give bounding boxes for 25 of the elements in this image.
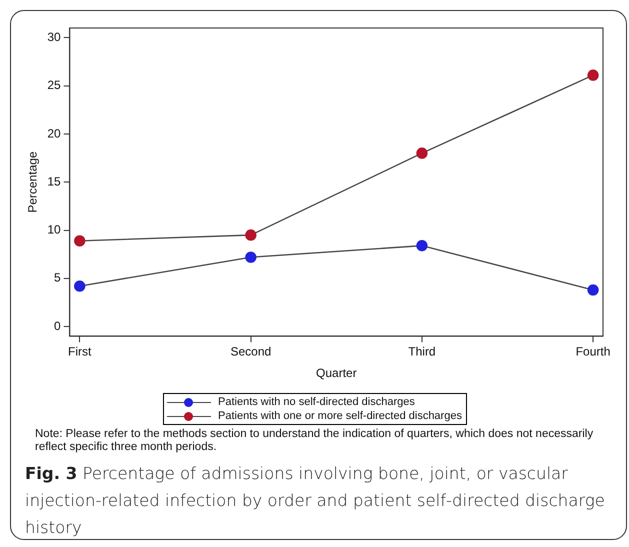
legend-label: Patients with one or more self-directed discharges	[218, 410, 462, 422]
y-tick-label: 5	[54, 270, 62, 285]
y-tick-label: 20	[47, 126, 62, 140]
y-axis-title: Percentage	[26, 151, 40, 213]
x-tick-label: Third	[408, 344, 436, 359]
x-axis-title: Quarter	[316, 366, 357, 380]
point	[587, 70, 599, 81]
y-tick-label: 25	[47, 78, 62, 92]
point	[416, 148, 428, 159]
text: Note: Please refer to the methods section to understand the indication of quarters, which does not necessarily reflect specific three month periods.	[35, 428, 594, 454]
legend-label: Patients with no self-directed discharges	[218, 396, 415, 408]
y-tick-label: 0	[54, 318, 62, 333]
y-tick-label: 30	[47, 30, 62, 44]
text: Fig. 3 Percentage of admissions involving bone, joint, or vascular injection-related infection by order and patient self-directed discharge history	[25, 463, 606, 539]
point	[245, 252, 256, 263]
point	[74, 280, 86, 292]
x-tick-label: Fourth	[576, 344, 610, 359]
x-tick-label: Second	[230, 344, 272, 359]
x-tick-label: First	[68, 344, 92, 359]
point	[74, 235, 86, 246]
point	[416, 240, 428, 252]
point	[587, 284, 599, 296]
y-tick-label: 10	[47, 222, 62, 237]
y-tick-label: 15	[47, 174, 62, 188]
point	[245, 229, 256, 241]
